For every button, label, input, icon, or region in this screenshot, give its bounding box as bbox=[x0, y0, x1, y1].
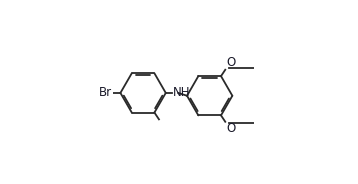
Text: O: O bbox=[226, 123, 235, 135]
Text: O: O bbox=[226, 56, 235, 69]
Text: NH: NH bbox=[173, 86, 190, 99]
Text: Br: Br bbox=[99, 86, 112, 99]
